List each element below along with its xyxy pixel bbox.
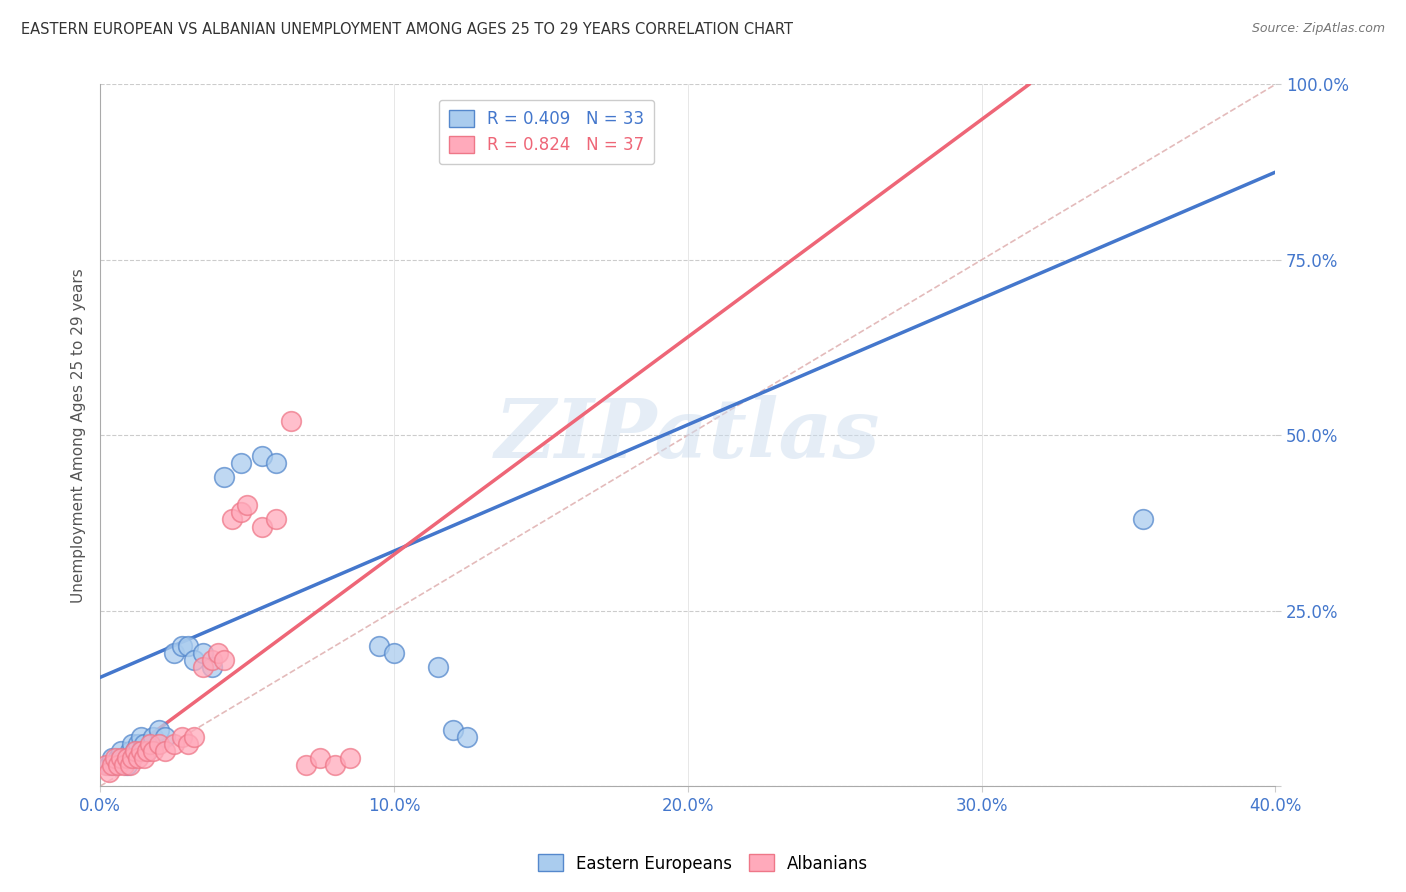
Point xyxy=(148,737,170,751)
Point xyxy=(212,470,235,484)
Point xyxy=(115,758,138,772)
Legend: R = 0.409   N = 33, R = 0.824   N = 37: R = 0.409 N = 33, R = 0.824 N = 37 xyxy=(439,100,654,164)
Point xyxy=(97,758,120,772)
Point xyxy=(121,751,143,765)
Point xyxy=(250,450,273,464)
Point xyxy=(104,751,127,765)
Point xyxy=(183,730,205,744)
Point xyxy=(118,758,141,772)
Point xyxy=(124,744,146,758)
Point xyxy=(94,758,117,772)
Point xyxy=(129,744,152,758)
Point xyxy=(177,639,200,653)
Point xyxy=(266,512,288,526)
Point xyxy=(172,639,194,653)
Text: Source: ZipAtlas.com: Source: ZipAtlas.com xyxy=(1251,22,1385,36)
Point xyxy=(142,744,165,758)
Point xyxy=(129,730,152,744)
Point xyxy=(97,765,120,780)
Point xyxy=(191,660,214,674)
Point xyxy=(107,758,129,772)
Point xyxy=(118,744,141,758)
Point xyxy=(236,499,259,513)
Point xyxy=(153,730,176,744)
Point xyxy=(368,639,391,653)
Text: EASTERN EUROPEAN VS ALBANIAN UNEMPLOYMENT AMONG AGES 25 TO 29 YEARS CORRELATION : EASTERN EUROPEAN VS ALBANIAN UNEMPLOYMEN… xyxy=(21,22,793,37)
Point xyxy=(101,758,124,772)
Point xyxy=(153,744,176,758)
Point xyxy=(221,512,243,526)
Point xyxy=(183,653,205,667)
Point xyxy=(124,744,146,758)
Point xyxy=(266,456,288,470)
Point xyxy=(112,751,135,765)
Point xyxy=(201,660,224,674)
Y-axis label: Unemployment Among Ages 25 to 29 years: Unemployment Among Ages 25 to 29 years xyxy=(72,268,86,603)
Point xyxy=(136,744,159,758)
Point xyxy=(191,646,214,660)
Point xyxy=(231,456,253,470)
Point xyxy=(134,737,156,751)
Point xyxy=(101,751,124,765)
Point xyxy=(134,751,156,765)
Point xyxy=(110,751,132,765)
Point xyxy=(172,730,194,744)
Point xyxy=(148,723,170,737)
Point xyxy=(107,751,129,765)
Point xyxy=(121,737,143,751)
Point xyxy=(127,751,149,765)
Text: ZIPatlas: ZIPatlas xyxy=(495,395,880,475)
Point xyxy=(231,506,253,520)
Point xyxy=(382,646,405,660)
Point xyxy=(1132,512,1154,526)
Point xyxy=(115,751,138,765)
Point xyxy=(162,737,184,751)
Point xyxy=(280,414,302,428)
Point xyxy=(139,737,162,751)
Legend: Eastern Europeans, Albanians: Eastern Europeans, Albanians xyxy=(531,847,875,880)
Point xyxy=(207,646,229,660)
Point xyxy=(162,646,184,660)
Point xyxy=(323,758,346,772)
Point xyxy=(112,758,135,772)
Point xyxy=(110,744,132,758)
Point xyxy=(177,737,200,751)
Point xyxy=(456,730,478,744)
Point xyxy=(201,653,224,667)
Point xyxy=(136,744,159,758)
Point xyxy=(142,730,165,744)
Point xyxy=(104,758,127,772)
Point xyxy=(212,653,235,667)
Point xyxy=(441,723,464,737)
Point xyxy=(127,737,149,751)
Point xyxy=(339,751,361,765)
Point xyxy=(250,519,273,533)
Point xyxy=(427,660,450,674)
Point xyxy=(309,751,332,765)
Point xyxy=(294,758,316,772)
